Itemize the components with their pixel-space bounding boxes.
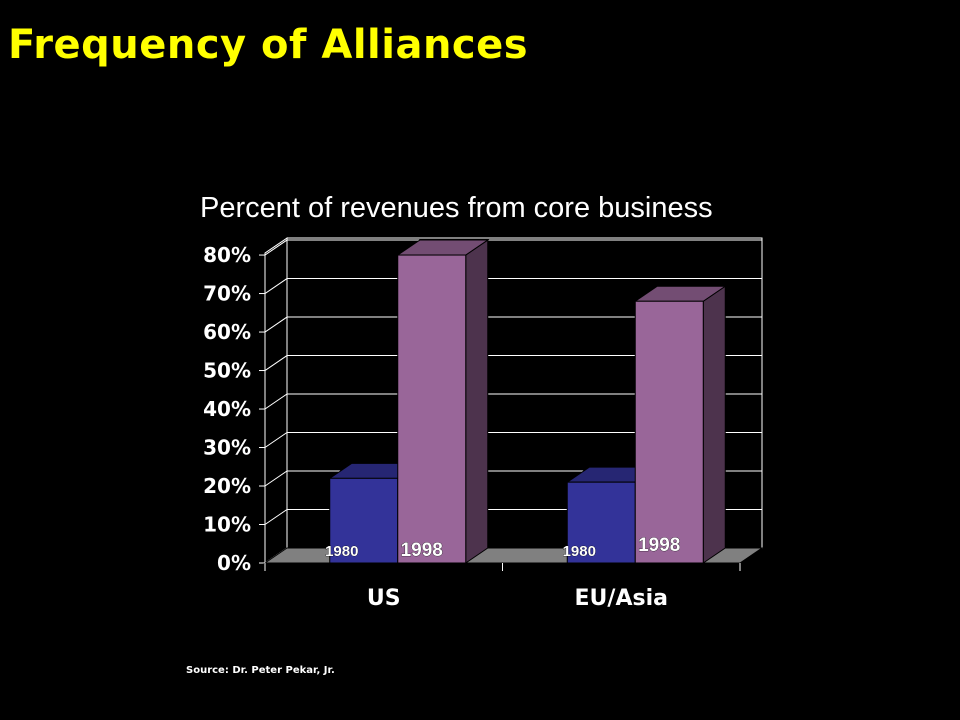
y-tick-label: 60% xyxy=(203,320,251,344)
y-tick-label: 40% xyxy=(203,397,251,421)
y-tick-label: 20% xyxy=(203,474,251,498)
gridline xyxy=(264,355,762,371)
bar-label-1980-US: 1980 xyxy=(325,543,358,560)
y-tick-label: 0% xyxy=(217,551,251,575)
bar-1980-EU/Asia xyxy=(566,481,636,564)
x-category-label: US xyxy=(367,586,401,611)
bar-label-1998-US: 1998 xyxy=(401,540,443,561)
y-tick-label: 70% xyxy=(203,282,251,306)
bar-side-1998-EU/Asia xyxy=(702,285,726,564)
gridline xyxy=(264,239,762,256)
gridline xyxy=(264,278,762,294)
bar-side-1998-US xyxy=(465,239,489,564)
gridline xyxy=(264,316,762,333)
chart-labels-layer: 0% 10% 20% 30% 40% 50% 60% 70% 80% 1980 1998 US 1980… xyxy=(203,243,681,611)
bar-label-1980-EU/Asia: 1980 xyxy=(563,543,596,560)
source-note: Source: Dr. Peter Pekar, Jr. xyxy=(186,665,335,676)
bar-label-1998-EU/Asia: 1998 xyxy=(638,535,680,556)
x-category-label: EU/Asia xyxy=(575,586,668,611)
gridline xyxy=(264,432,762,448)
bar-1998-US xyxy=(397,254,467,564)
y-tick-label: 80% xyxy=(203,243,251,267)
y-tick-label: 50% xyxy=(203,359,251,383)
slide-title: Frequency of Alliances xyxy=(8,22,529,68)
chart-bars-layer xyxy=(328,239,727,564)
chart-title: Percent of revenues from core business xyxy=(200,192,713,224)
gridline xyxy=(264,393,762,410)
side-wall xyxy=(264,237,288,564)
y-tick-label: 30% xyxy=(203,436,251,460)
bar-1998-EU/Asia xyxy=(634,300,704,564)
y-tick-label: 10% xyxy=(203,513,251,537)
